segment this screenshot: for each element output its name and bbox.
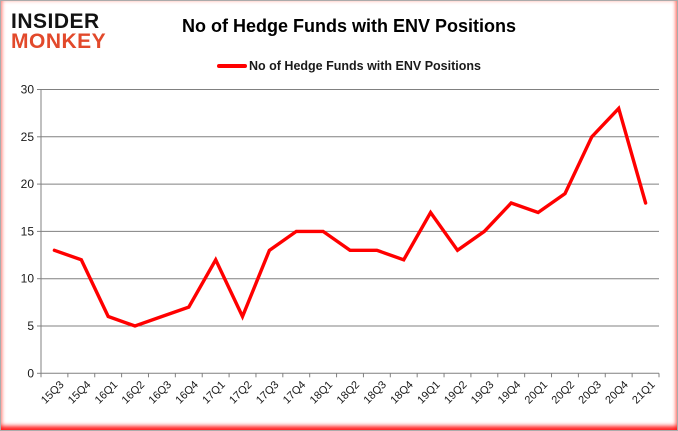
x-axis-category-label: 18Q1 [308,379,336,407]
y-axis-tick-label: 0 [27,366,34,380]
chart-title: No of Hedge Funds with ENV Positions [181,16,516,36]
x-axis-category-label: 19Q1 [415,379,443,407]
x-axis-category-label: 18Q2 [335,379,363,407]
y-axis-tick-label: 10 [21,272,35,286]
x-axis-category-label: 17Q1 [200,379,228,407]
x-axis-category-label: 16Q2 [120,379,148,407]
x-axis-category-label: 20Q1 [523,379,551,407]
x-axis-category-label: 19Q3 [469,379,497,407]
x-axis-category-label: 20Q3 [576,379,604,407]
x-axis-category-label: 17Q4 [281,379,309,407]
series-line [52,105,648,328]
legend-line-marker [217,63,248,69]
x-axis-category-label: 18Q3 [361,379,389,407]
x-axis-category-label: 20Q4 [603,379,631,407]
legend-label: No of Hedge Funds with ENV Positions [249,59,481,73]
logo-text-monkey: MONKEY [11,29,107,53]
insider-monkey-logo: INSIDER MONKEY [11,10,107,53]
x-axis-category-label: 20Q2 [550,379,578,407]
x-axis-category-label: 19Q2 [442,379,470,407]
x-axis-category-label: 21Q1 [630,379,658,407]
y-axis-tick-label: 5 [27,319,34,333]
legend: No of Hedge Funds with ENV Positions [41,59,657,73]
x-axis-category-label: 17Q3 [254,379,282,407]
y-axis-tick-label: 15 [21,224,35,238]
y-axis-tick-label: 30 [21,83,35,97]
x-axis-category-label: 16Q3 [147,379,175,407]
x-axis-category-label: 15Q4 [66,379,94,407]
x-axis-category-label: 19Q4 [496,379,524,407]
x-axis-category-label: 15Q3 [39,379,67,407]
x-axis-category-label: 18Q4 [388,379,416,407]
logo-text-insider: INSIDER [11,10,100,33]
x-axis-category-label: 16Q4 [173,379,201,407]
x-axis-category-label: 16Q1 [93,379,121,407]
x-axis-category-label: 17Q2 [227,379,255,407]
y-axis-tick-label: 20 [21,177,35,191]
y-axis-tick-label: 25 [21,130,35,144]
